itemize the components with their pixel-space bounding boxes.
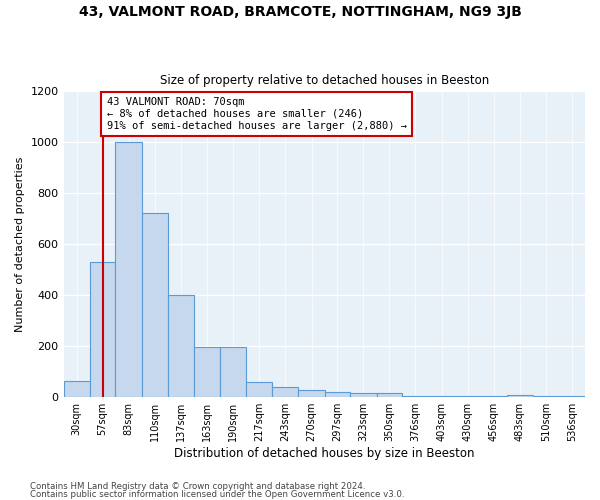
Text: Contains public sector information licensed under the Open Government Licence v3: Contains public sector information licen… bbox=[30, 490, 404, 499]
Bar bbox=[428, 396, 455, 397]
Bar bbox=[298, 390, 325, 397]
Bar bbox=[455, 396, 481, 397]
Bar bbox=[377, 394, 402, 397]
Bar bbox=[115, 142, 142, 397]
Bar bbox=[325, 392, 350, 397]
X-axis label: Distribution of detached houses by size in Beeston: Distribution of detached houses by size … bbox=[174, 447, 475, 460]
Text: 43, VALMONT ROAD, BRAMCOTE, NOTTINGHAM, NG9 3JB: 43, VALMONT ROAD, BRAMCOTE, NOTTINGHAM, … bbox=[79, 5, 521, 19]
Bar bbox=[481, 396, 507, 397]
Bar bbox=[272, 387, 298, 397]
Bar bbox=[533, 396, 559, 397]
Bar bbox=[247, 382, 272, 397]
Bar bbox=[194, 348, 220, 397]
Bar bbox=[350, 394, 377, 397]
Bar bbox=[64, 380, 90, 397]
Bar bbox=[90, 262, 115, 397]
Bar bbox=[402, 396, 428, 397]
Bar bbox=[142, 214, 168, 397]
Text: 43 VALMONT ROAD: 70sqm
← 8% of detached houses are smaller (246)
91% of semi-det: 43 VALMONT ROAD: 70sqm ← 8% of detached … bbox=[107, 98, 407, 130]
Bar bbox=[507, 394, 533, 397]
Bar bbox=[559, 396, 585, 397]
Bar bbox=[168, 295, 194, 397]
Title: Size of property relative to detached houses in Beeston: Size of property relative to detached ho… bbox=[160, 74, 489, 87]
Text: Contains HM Land Registry data © Crown copyright and database right 2024.: Contains HM Land Registry data © Crown c… bbox=[30, 482, 365, 491]
Bar bbox=[220, 348, 247, 397]
Y-axis label: Number of detached properties: Number of detached properties bbox=[15, 156, 25, 332]
